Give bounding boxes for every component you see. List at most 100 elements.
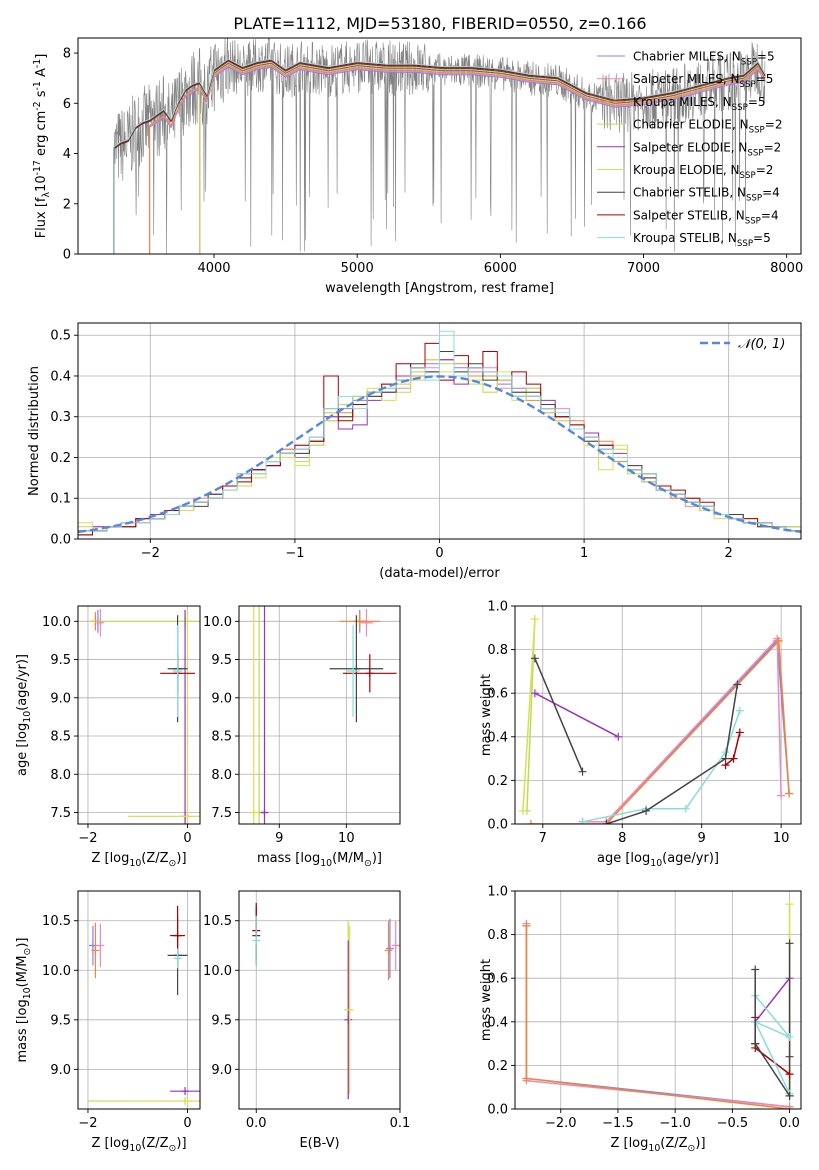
- x-axis-label: E(B-V): [299, 1136, 339, 1151]
- x-tick-label: 2: [725, 546, 733, 561]
- axes-frame: [77, 605, 201, 825]
- x-tick-label: 0.0: [779, 1116, 800, 1131]
- series-line: [525, 925, 790, 1108]
- y-tick-label: 0.8: [487, 928, 508, 943]
- data-point: [522, 1074, 531, 1083]
- label-part: 10: [22, 987, 33, 999]
- label-part: Chabrier ELODIE, N: [633, 118, 749, 132]
- label-part: 10: [129, 1143, 141, 1154]
- label-part: age [log: [597, 851, 650, 866]
- label-part: Normed distribution: [27, 366, 42, 496]
- x-tick-label: 10: [773, 831, 790, 846]
- x-tick-label: 8: [618, 831, 626, 846]
- label-part: )]: [176, 851, 186, 866]
- x-tick-label: −0.5: [717, 1116, 749, 1131]
- label-part: ⊙: [22, 948, 33, 956]
- label-part: -1: [32, 81, 43, 90]
- x-tick-label: 9: [275, 831, 283, 846]
- data-point: [355, 617, 364, 626]
- normal-curve: [78, 375, 801, 534]
- plot-area: [252, 902, 400, 1100]
- label-part: SSP: [737, 239, 753, 249]
- histogram-step: [78, 330, 801, 539]
- label-part: E(B-V): [299, 1136, 339, 1151]
- label-part: ]: [34, 54, 49, 59]
- x-tick-label: 0: [435, 546, 443, 561]
- y-tick-label: 1.0: [487, 885, 508, 900]
- label-part: SSP: [740, 171, 756, 181]
- data-point: [385, 944, 394, 953]
- y-tick-label: 0.2: [487, 1059, 508, 1074]
- series-line: [534, 658, 584, 772]
- label-part: 10: [650, 858, 662, 869]
- axes: −2.0 −1.5 −1.0 −0.5 0.0 0.0 0.2 0.4 0.6 0.8 1.0 Z […: [479, 885, 802, 1154]
- label-part: Kroupa ELODIE, N: [633, 163, 740, 177]
- label-part: Kroupa MILES, N: [633, 95, 732, 109]
- y-tick-label: 9.0: [50, 691, 71, 706]
- label-part: =4: [762, 186, 780, 200]
- label-part: SSP: [749, 126, 765, 136]
- label-part: s: [34, 90, 49, 101]
- label-part: (age/yr)]: [662, 851, 719, 866]
- label-part: ⊙: [688, 1143, 696, 1154]
- label-part: =2: [764, 140, 782, 154]
- series-line: [582, 639, 790, 823]
- x-tick-label: −1: [285, 546, 304, 561]
- label-part: 10: [22, 711, 33, 723]
- data-point: [260, 808, 269, 817]
- model-spectrum-line: [199, 61, 766, 254]
- label-part: (Z/Z: [660, 1136, 687, 1151]
- x-tick-label: 7: [539, 831, 547, 846]
- axes: 4000 5000 6000 7000 8000 0 2 4 6 8 wavelength [Ang…: [32, 37, 803, 296]
- data-point: [681, 804, 690, 813]
- data-point: [173, 667, 182, 676]
- data-point: [785, 1091, 794, 1100]
- data-point: [349, 667, 358, 676]
- data-point: [96, 618, 105, 627]
- label-part: SSP: [741, 58, 757, 68]
- massweight-vs-z-panel: −2.0 −1.5 −1.0 −0.5 0.0 0.0 0.2 0.4 0.6 0.8 1.0 Z […: [479, 885, 802, 1154]
- y-axis-label: Flux [fλ10-17 erg cm-2 s-1 A-1]: [32, 54, 52, 239]
- data-point: [391, 941, 400, 950]
- data-point: [249, 808, 258, 817]
- label-part: ⊙: [169, 1143, 177, 1154]
- label-part: mass weight: [479, 959, 494, 1041]
- legend-entry: Kroupa MILES, NSSP=5: [633, 95, 766, 113]
- x-tick-label: 0: [183, 831, 191, 846]
- label-part: (M/M: [332, 851, 364, 866]
- axes-frame: [514, 890, 802, 1110]
- y-tick-label: 2: [63, 197, 71, 212]
- label-part: Salpeter STELIB, N: [633, 208, 745, 222]
- axes: −2 −1 0 1 2 0.0 0.1 0.2 0.3 0.4 0.5 (data-model)/er…: [27, 322, 802, 581]
- label-part: SSP: [732, 103, 748, 113]
- data-point: [530, 654, 539, 663]
- y-tick-label: 0.8: [487, 643, 508, 658]
- model-spectrum-line: [149, 64, 766, 254]
- label-part: 10: [648, 1143, 660, 1154]
- data-point: [751, 1039, 760, 1048]
- data-point: [735, 728, 744, 737]
- axes-frame: [77, 322, 802, 540]
- data-point: [345, 1005, 354, 1014]
- data-point: [96, 941, 105, 950]
- plot-area: [249, 606, 397, 824]
- axes: −2 07.58.08.59.09.510.0Z [log10(Z/Z⊙)]age…: [15, 605, 201, 869]
- label-part: 10: [129, 858, 141, 869]
- chart-title: PLATE=1112, MJD=53180, FIBERID=0550, z=0…: [233, 14, 646, 33]
- legend-entry: Kroupa STELIB, NSSP=5: [633, 231, 771, 249]
- data-point: [785, 1052, 794, 1061]
- label-part: -1: [32, 59, 43, 68]
- label-part: SSP: [745, 216, 761, 226]
- x-tick-label: 0.0: [246, 1116, 267, 1131]
- y-tick-label: 9.0: [50, 1063, 71, 1078]
- y-tick-label: 0.4: [487, 730, 508, 745]
- y-tick-label: 9.5: [50, 1013, 71, 1028]
- axes-frame: [77, 37, 802, 255]
- label-part: )]: [372, 851, 382, 866]
- y-tick-label: 9.0: [211, 1063, 232, 1078]
